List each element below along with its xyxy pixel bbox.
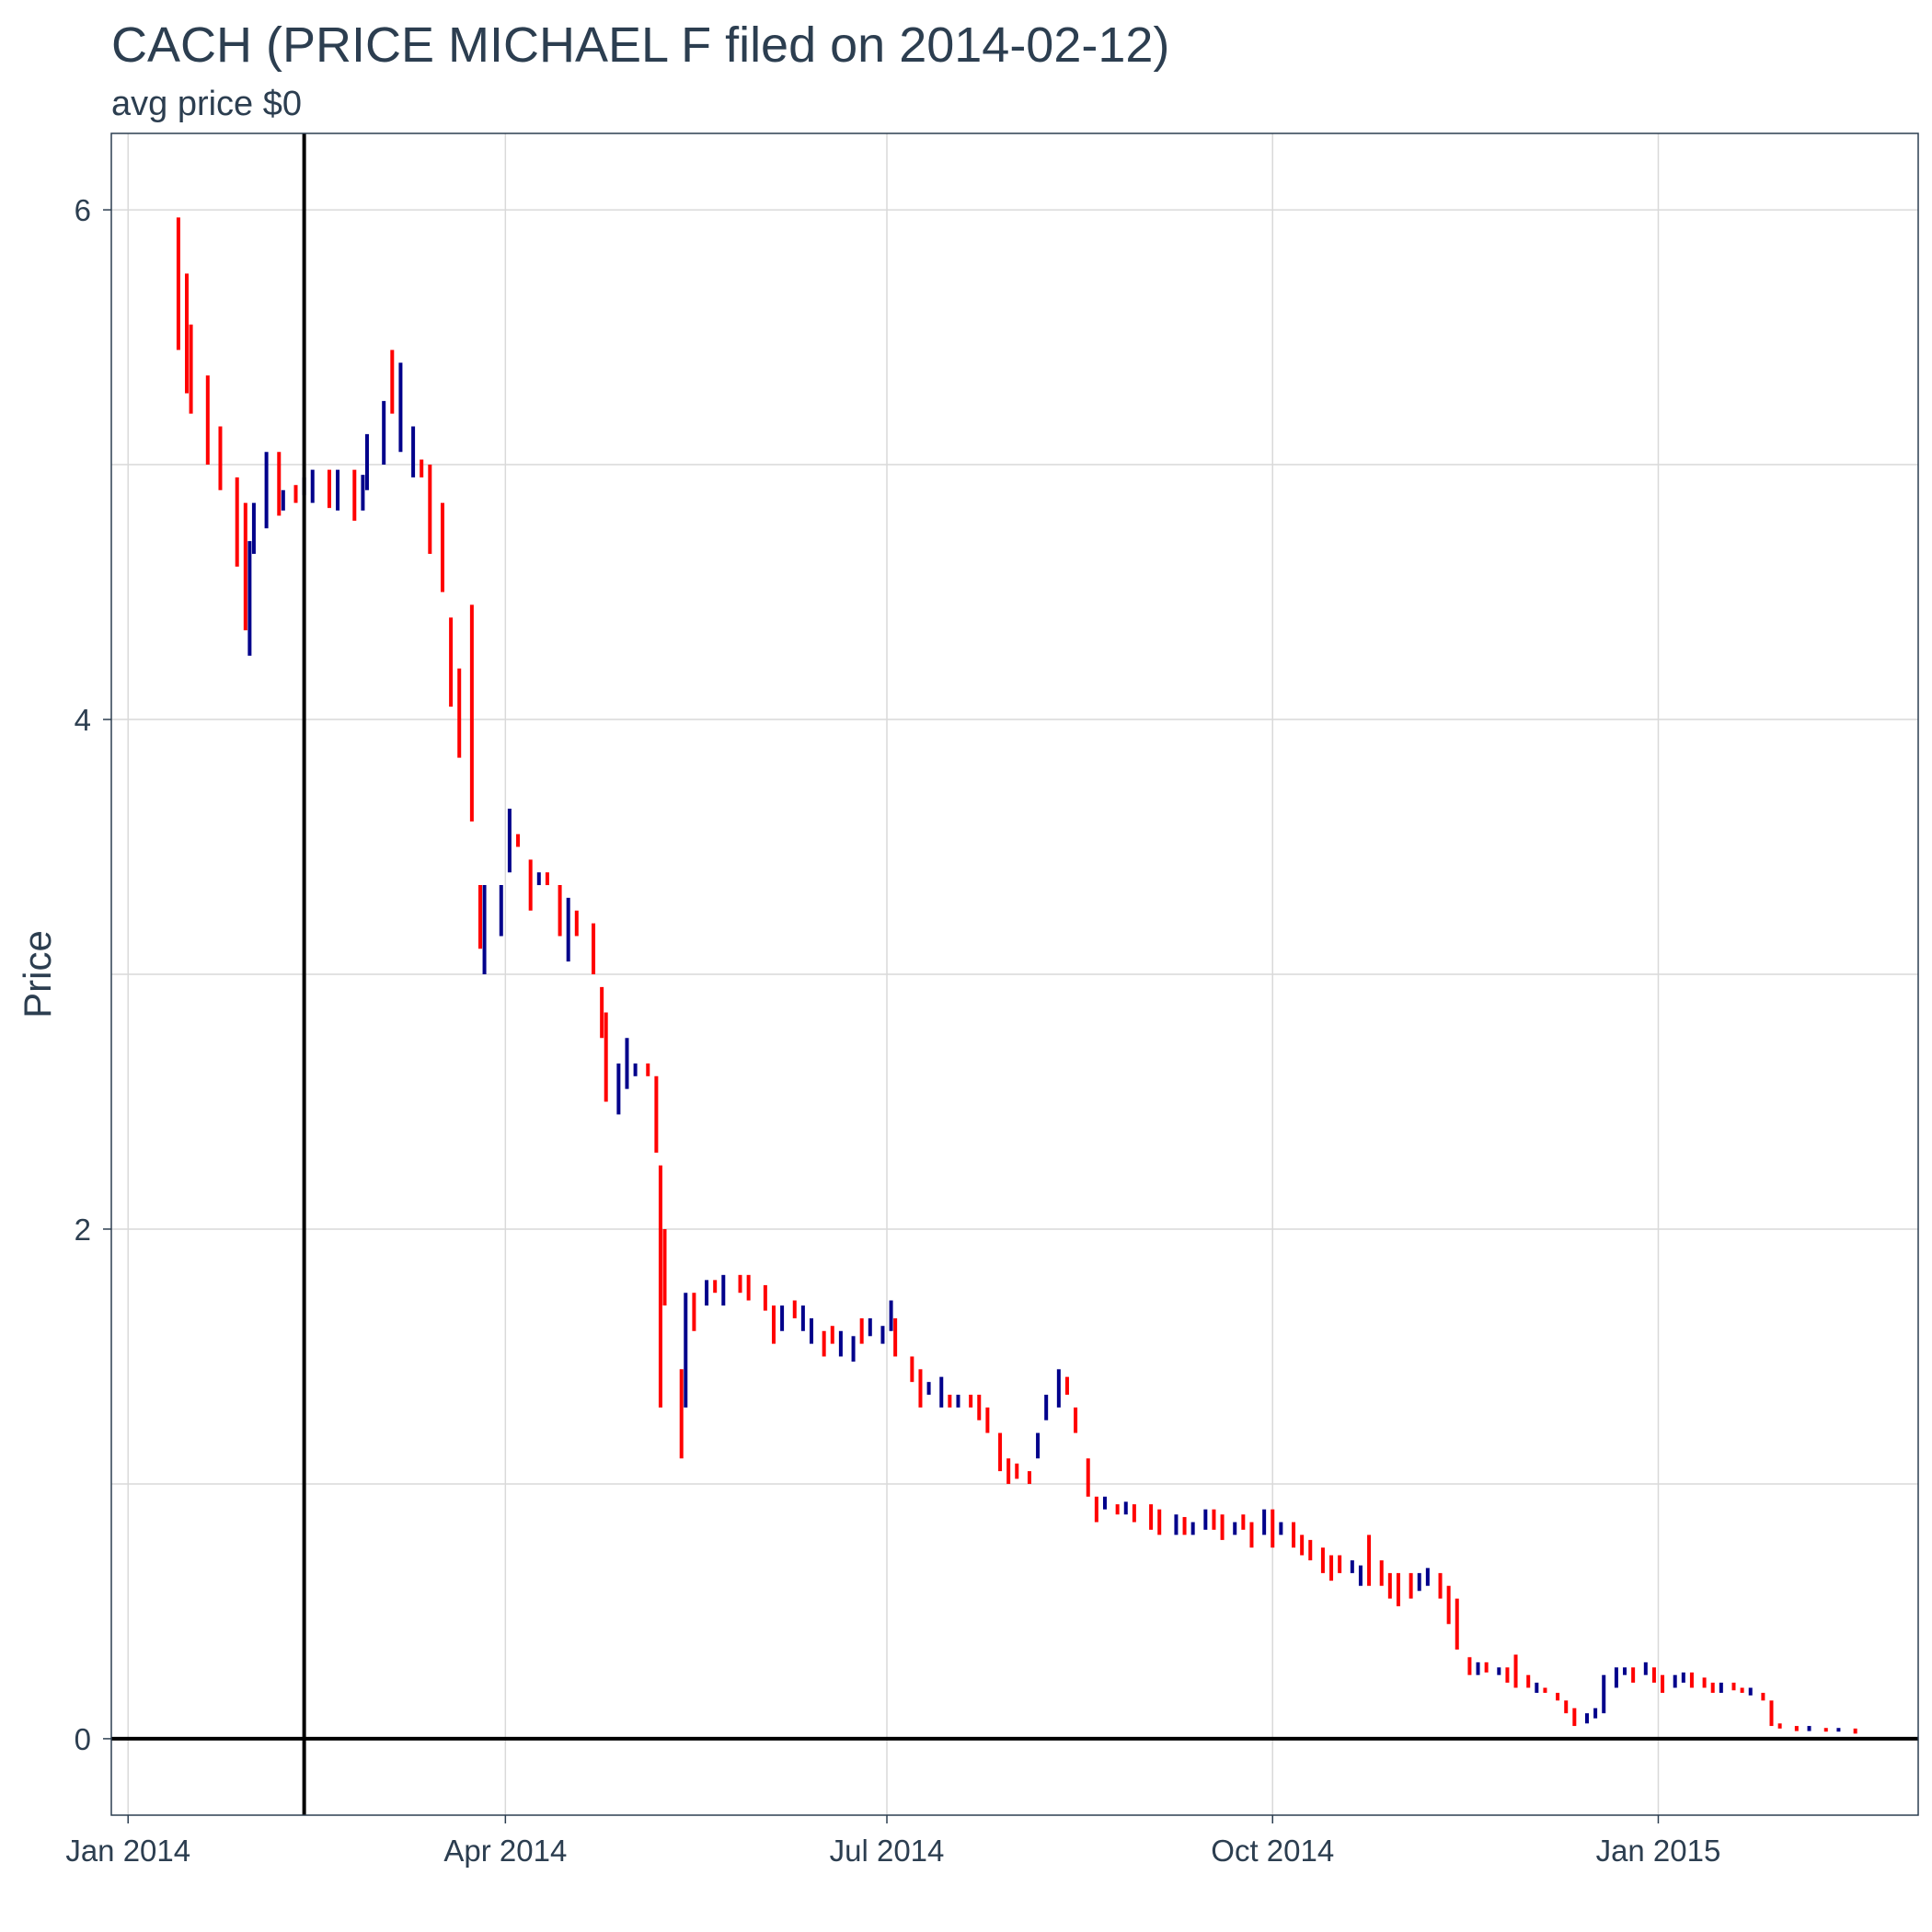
y-axis: 0 2 4 6 <box>75 193 111 1756</box>
grid <box>111 133 1918 1815</box>
y-tick-label: 2 <box>75 1213 91 1247</box>
x-tick-label: Jan 2015 <box>1596 1834 1721 1868</box>
price-bars <box>176 217 1857 1734</box>
reference-lines <box>111 133 1918 1815</box>
chart-title: CACH (PRICE MICHAEL F filed on 2014-02-1… <box>111 17 1170 73</box>
x-tick-label: Jan 2014 <box>65 1834 190 1868</box>
y-tick-label: 6 <box>75 193 91 227</box>
x-tick-label: Oct 2014 <box>1211 1834 1334 1868</box>
chart-subtitle: avg price $0 <box>111 85 303 123</box>
x-tick-label: Apr 2014 <box>443 1834 567 1868</box>
plot-panel-border <box>110 132 1919 1816</box>
x-axis: Jan 2014 Apr 2014 Jul 2014 Oct 2014 Jan 2015 <box>65 1815 1720 1868</box>
y-axis-title: Price <box>16 930 59 1018</box>
y-tick-label: 0 <box>75 1722 91 1756</box>
y-tick-label: 4 <box>75 703 91 737</box>
x-tick-label: Jul 2014 <box>830 1834 945 1868</box>
